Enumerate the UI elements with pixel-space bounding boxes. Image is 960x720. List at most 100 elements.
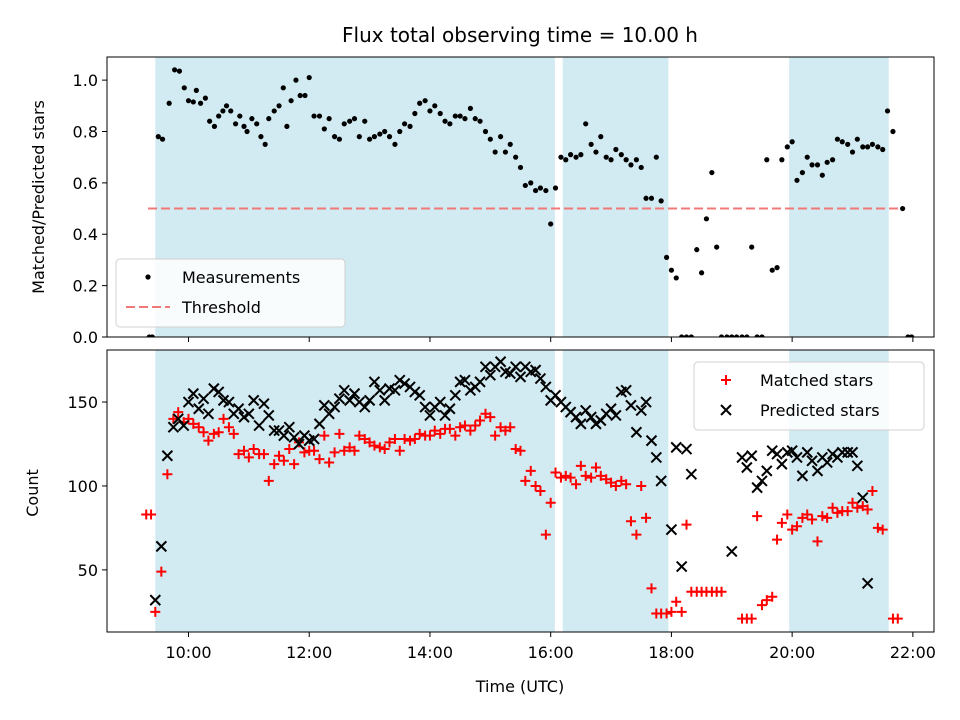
predicted-star-point <box>570 411 582 423</box>
matched-star-point <box>847 497 858 508</box>
measurement-point <box>202 95 208 101</box>
measurement-point <box>249 116 255 122</box>
measurement-point <box>759 334 765 337</box>
predicted-star-point <box>268 424 280 437</box>
matched-star-point <box>314 454 325 465</box>
measurement-point <box>849 149 856 155</box>
matched-star-point <box>414 428 425 439</box>
matched-star-point <box>807 514 818 525</box>
matched-star-point <box>162 469 173 480</box>
predicted-star-point <box>197 392 210 405</box>
matched-star-point <box>646 583 657 594</box>
predicted-star-point <box>675 560 688 573</box>
measurement-point <box>528 180 534 186</box>
predicted-star-point <box>318 399 331 412</box>
measurement-point <box>653 154 659 160</box>
measurement-point <box>232 121 239 127</box>
matched-star-point <box>319 430 330 441</box>
legend-plus-swatch <box>721 375 731 385</box>
measurement-point <box>386 134 393 140</box>
measurement-point <box>502 149 509 155</box>
measurement-point <box>880 146 886 153</box>
matched-star-point <box>772 534 783 545</box>
measurement-point <box>422 98 428 104</box>
measurement-point <box>492 149 498 155</box>
measurement-point <box>288 98 294 104</box>
measurement-point <box>377 131 383 137</box>
measurement-point <box>254 121 260 127</box>
x-tick-label: 18:00 <box>648 643 694 662</box>
measurement-point <box>293 77 299 83</box>
y-tick-label: 0.8 <box>73 122 98 141</box>
measurement-point <box>220 108 226 114</box>
predicted-star-point <box>575 418 587 430</box>
measurement-point <box>593 149 599 155</box>
predicted-star-point <box>851 460 864 472</box>
predicted-star-point <box>212 386 225 398</box>
axes-frame <box>106 56 935 338</box>
measurement-point <box>407 123 413 129</box>
measurement-point <box>432 103 438 109</box>
measurement-point <box>447 121 453 127</box>
measurement-point <box>729 334 735 337</box>
predicted-star-point <box>801 446 813 459</box>
matched-star-point <box>459 420 470 431</box>
predicted-star-point <box>187 387 200 400</box>
predicted-star-point <box>841 446 854 459</box>
matched-star-point <box>394 445 405 456</box>
measurement-point <box>884 108 891 114</box>
legend-label: Matched stars <box>760 371 873 390</box>
measurement-point <box>336 136 343 142</box>
y-tick-label: 150 <box>67 393 98 412</box>
predicted-star-point <box>238 411 250 423</box>
measurement-point <box>563 157 569 163</box>
matched-star-point <box>752 511 763 522</box>
measurement-point <box>628 162 634 168</box>
measurement-point <box>909 334 915 337</box>
measurement-point <box>155 134 161 140</box>
measurement-point <box>262 141 268 147</box>
measurement-point <box>356 134 362 140</box>
matched-star-point <box>369 440 380 451</box>
predicted-star-point <box>796 470 809 482</box>
matched-star-point <box>610 480 621 491</box>
matched-star-point <box>405 435 416 446</box>
legend-label: Threshold <box>181 298 261 317</box>
measurement-point <box>216 113 222 119</box>
measurement-point <box>362 118 368 124</box>
matched-star-point <box>334 428 345 439</box>
measurement-point <box>457 113 463 119</box>
predicted-star-point <box>791 451 803 464</box>
predicted-star-point <box>253 419 265 432</box>
matched-star-point <box>399 433 410 444</box>
x-tick-label: 20:00 <box>769 643 815 662</box>
measurement-point <box>532 187 539 194</box>
predicted-star-point <box>514 371 527 383</box>
matched-star-point <box>862 504 873 515</box>
predicted-star-point <box>665 523 678 536</box>
predicted-star-point <box>509 361 522 373</box>
predicted-star-point <box>534 372 547 385</box>
matched-star-point <box>233 449 244 460</box>
measurement-point <box>864 144 871 150</box>
measurement-point <box>284 123 290 129</box>
matched-star-point <box>156 566 167 577</box>
measurement-point <box>517 164 524 171</box>
matched-star-point <box>555 472 566 483</box>
matched-star-point <box>681 519 692 530</box>
measurement-point <box>507 141 513 147</box>
matched-star-point <box>324 457 335 468</box>
matched-star-point <box>842 506 853 517</box>
measurement-point <box>679 334 685 337</box>
predicted-star-point <box>484 369 497 381</box>
matched-star-point <box>424 430 435 441</box>
measurement-point <box>543 187 549 194</box>
x-tick-label: 22:00 <box>890 643 936 662</box>
predicted-star-point <box>650 451 663 464</box>
measurement-point <box>306 74 312 81</box>
matched-star-point <box>761 595 772 606</box>
matched-star-point <box>150 606 161 617</box>
matched-star-point <box>505 422 516 433</box>
matched-star-point <box>872 522 883 533</box>
predicted-star-point <box>479 361 492 373</box>
